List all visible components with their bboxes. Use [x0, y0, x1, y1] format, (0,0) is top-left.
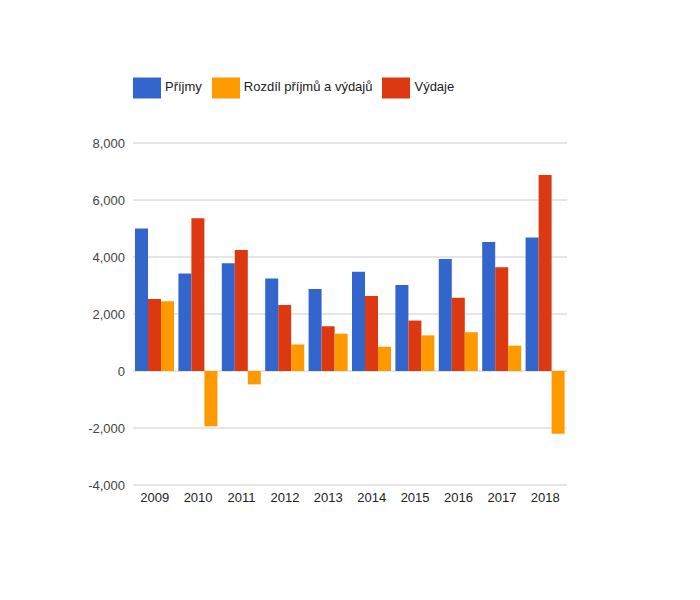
svg-text:-2,000: -2,000 [88, 421, 125, 436]
svg-text:2013: 2013 [314, 490, 343, 505]
svg-text:2012: 2012 [270, 490, 299, 505]
html-text:Příjmy: Příjmy [165, 79, 202, 95]
svg-text:-4,000: -4,000 [88, 478, 125, 493]
svg-text:2015: 2015 [401, 490, 430, 505]
svg-text:2014: 2014 [357, 490, 386, 505]
svg-text:0: 0 [118, 364, 125, 379]
svg-text:2018: 2018 [531, 490, 560, 505]
html-text:Výdaje: Výdaje [414, 79, 455, 95]
svg-text:8,000: 8,000 [92, 136, 125, 151]
svg-text:4,000: 4,000 [92, 250, 125, 265]
svg-text:2017: 2017 [487, 490, 516, 505]
svg-text:2009: 2009 [140, 490, 169, 505]
svg-text:2011: 2011 [228, 490, 256, 505]
svg-text:6,000: 6,000 [92, 193, 125, 208]
svg-text:2,000: 2,000 [92, 307, 125, 322]
html-text:Rozdíl příjmů a výdajů: Rozdíl příjmů a výdajů [243, 79, 373, 95]
svg-text:2016: 2016 [444, 490, 473, 505]
svg-text:2010: 2010 [184, 490, 213, 505]
